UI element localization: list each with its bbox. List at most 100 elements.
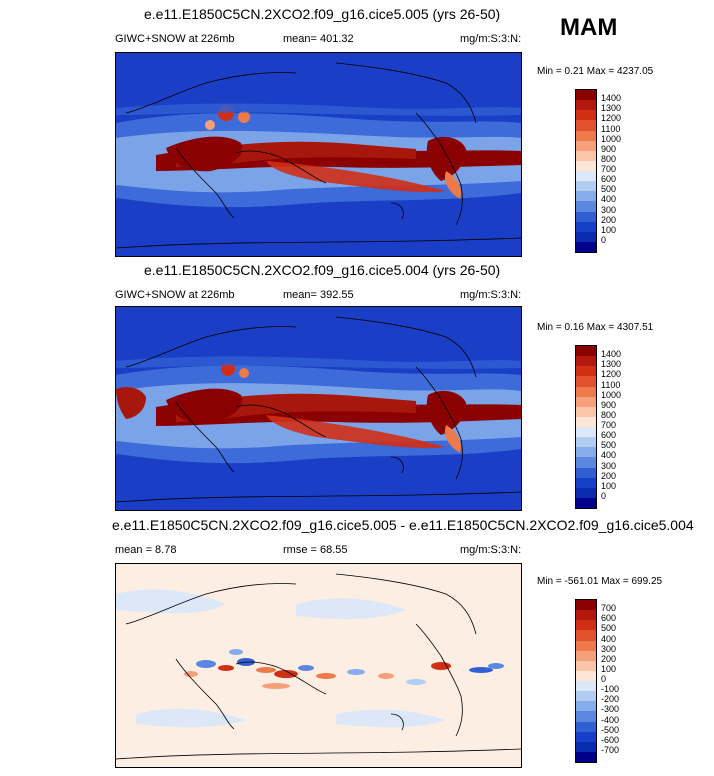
season-label: MAM — [560, 14, 618, 41]
colorbar-swatch — [576, 741, 596, 752]
panel-3-rmse: rmse = 68.55 — [283, 544, 348, 556]
colorbar-swatch — [576, 600, 596, 611]
colorbar-swatch — [576, 477, 596, 488]
colorbar-tick-label: 0 — [601, 234, 607, 245]
panel-1-variable: GIWC+SNOW at 226mb — [115, 33, 235, 45]
colorbar-tick-label: 1200 — [601, 113, 622, 124]
colorbar-swatch — [576, 457, 596, 468]
colorbar-tick-label: 800 — [601, 153, 617, 164]
colorbar-swatch — [576, 711, 596, 722]
colorbar-swatch — [576, 221, 596, 232]
panel-2-title: e.e11.E1850C5CN.2XCO2.f09_g16.cice5.004 … — [144, 262, 501, 278]
colorbar-swatch — [576, 191, 596, 202]
colorbar-swatch — [576, 356, 596, 367]
panel-3-title: e.e11.E1850C5CN.2XCO2.f09_g16.cice5.005 … — [112, 517, 694, 533]
colorbar-tick-label: -300 — [601, 704, 620, 715]
colorbar-swatch — [576, 366, 596, 377]
colorbar-swatch — [576, 396, 596, 407]
panel-2-minmax: Min = 0.16 Max = 4307.51 — [537, 322, 654, 333]
colorbar-tick-label: -500 — [601, 724, 620, 735]
colorbar-swatch — [576, 497, 596, 508]
panel-3-mean: mean = 8.78 — [115, 544, 177, 556]
colorbar-tick-label: 900 — [601, 143, 617, 154]
panel-3-colorbar — [575, 599, 597, 763]
colorbar-swatch — [576, 650, 596, 661]
colorbar-swatch — [576, 406, 596, 417]
colorbar-swatch — [576, 181, 596, 192]
colorbar-tick-label: -400 — [601, 714, 620, 725]
colorbar-swatch — [576, 427, 596, 438]
colorbar-tick-label: 500 — [601, 623, 617, 634]
colorbar-swatch — [576, 386, 596, 397]
colorbar-tick-label: 400 — [601, 450, 617, 461]
colorbar-tick-label: 800 — [601, 409, 617, 420]
colorbar-swatch — [576, 437, 596, 448]
colorbar-swatch — [576, 120, 596, 131]
panel-3-units: mg/m:S:3:N: — [460, 544, 522, 556]
colorbar-tick-label: 1400 — [601, 93, 622, 104]
colorbar-tick-label: 400 — [601, 194, 617, 205]
colorbar-tick-label: 100 — [601, 224, 617, 235]
panel-2-colorbar — [575, 345, 597, 509]
colorbar-tick-label: 700 — [601, 164, 617, 174]
colorbar-tick-label: 1100 — [601, 123, 621, 134]
panel-1-map — [115, 52, 522, 257]
colorbar-tick-label: -100 — [601, 684, 620, 695]
colorbar-tick-label: 300 — [601, 460, 617, 471]
colorbar-tick-label: 1300 — [601, 103, 622, 114]
colorbar-swatch — [576, 467, 596, 478]
colorbar-tick-label: 200 — [601, 470, 617, 481]
colorbar-swatch — [576, 721, 596, 732]
colorbar-swatch — [576, 140, 596, 151]
colorbar-swatch — [576, 487, 596, 498]
colorbar-tick-label: 400 — [601, 633, 617, 644]
panel-1-colorbar — [575, 89, 597, 253]
colorbar-swatch — [576, 110, 596, 121]
colorbar-tick-label: -700 — [601, 744, 620, 755]
panel-1-minmax: Min = 0.21 Max = 4237.05 — [537, 66, 654, 77]
colorbar-swatch — [576, 100, 596, 111]
colorbar-tick-label: 0 — [601, 674, 607, 684]
panel-3-map — [115, 563, 522, 768]
colorbar-tick-label: 1000 — [601, 389, 622, 400]
colorbar-tick-label: 300 — [601, 204, 617, 215]
colorbar-tick-label: -200 — [601, 694, 620, 705]
colorbar-tick-label: 500 — [601, 184, 617, 195]
colorbar-tick-label: 1000 — [601, 133, 622, 144]
colorbar-swatch — [576, 346, 596, 357]
colorbar-tick-label: 600 — [601, 613, 617, 624]
colorbar-swatch — [576, 670, 596, 681]
colorbar-swatch — [576, 130, 596, 141]
panel-2-variable: GIWC+SNOW at 226mb — [115, 289, 235, 301]
colorbar-tick-label: 0 — [601, 490, 607, 501]
panel-1-title: e.e11.E1850C5CN.2XCO2.f09_g16.cice5.005 … — [144, 6, 501, 22]
panel-1-mean: mean= 401.32 — [283, 33, 354, 45]
colorbar-swatch — [576, 681, 596, 692]
colorbar-swatch — [576, 630, 596, 641]
colorbar-swatch — [576, 701, 596, 712]
panel-2-map — [115, 306, 522, 511]
colorbar-tick-label: 700 — [601, 603, 617, 614]
colorbar-swatch — [576, 447, 596, 458]
colorbar-swatch — [576, 620, 596, 631]
colorbar-tick-label: 100 — [601, 663, 617, 674]
colorbar-tick-label: 300 — [601, 643, 617, 654]
colorbar-swatch — [576, 660, 596, 671]
panel-3-minmax: Min = -561.01 Max = 699.25 — [537, 576, 663, 587]
colorbar-swatch — [576, 416, 596, 427]
colorbar-tick-label: 100 — [601, 480, 617, 491]
colorbar-swatch — [576, 211, 596, 222]
colorbar-tick-label: 1400 — [601, 349, 622, 360]
colorbar-swatch — [576, 640, 596, 651]
colorbar-swatch — [576, 376, 596, 387]
colorbar-tick-label: 1300 — [601, 359, 622, 370]
colorbar-tick-label: 500 — [601, 440, 617, 451]
panel-1-units: mg/m:S:3:N: — [460, 33, 522, 45]
colorbar-swatch — [576, 751, 596, 762]
colorbar-tick-label: 1200 — [601, 369, 622, 380]
colorbar-tick-label: 1100 — [601, 379, 621, 390]
colorbar-swatch — [576, 160, 596, 171]
colorbar-swatch — [576, 150, 596, 161]
panel-2-units: mg/m:S:3:N: — [460, 289, 522, 301]
panel-2-mean: mean= 392.55 — [283, 289, 354, 301]
